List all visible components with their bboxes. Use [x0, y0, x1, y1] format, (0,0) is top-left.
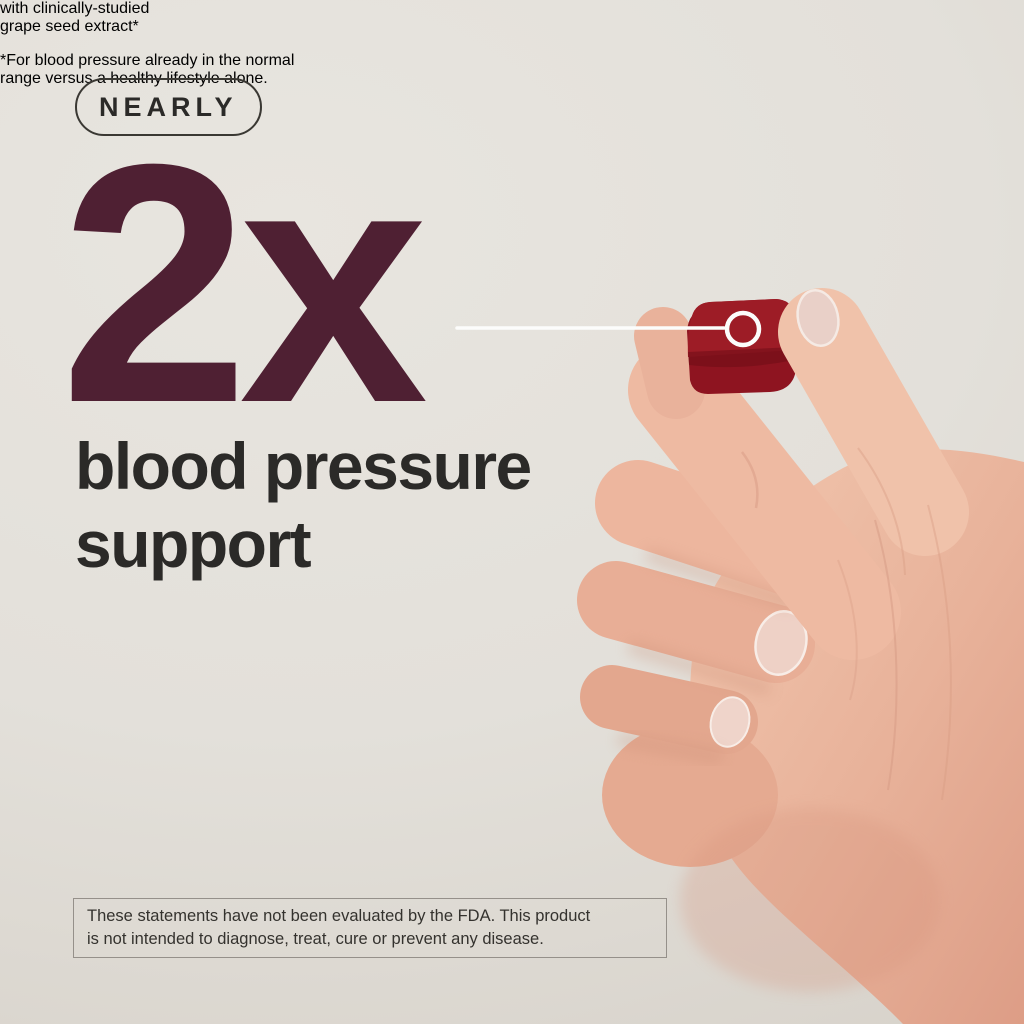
ring-finger	[577, 561, 815, 683]
skin-creases	[837, 447, 952, 801]
gummy-top-face	[687, 299, 795, 357]
gummy-edge-shadow	[688, 347, 795, 368]
headline-line-2: support	[75, 507, 312, 581]
index-fingertip	[634, 307, 705, 419]
supporting-line-1: with clinically-studied	[0, 0, 150, 17]
nearly-badge: NEARLY	[75, 78, 262, 136]
multiplier-headline: 2x	[60, 94, 428, 474]
fda-disclaimer-line-1: These statements have not been evaluated…	[87, 907, 591, 925]
pinky-finger	[580, 665, 758, 754]
callout-circle-marker	[724, 310, 762, 348]
finger-shadow	[627, 641, 771, 695]
thumb	[778, 288, 969, 556]
headline-line-1: blood pressure	[75, 429, 532, 503]
footnote-line-1: *For blood pressure already in the norma…	[0, 52, 295, 69]
pinky-fingernail	[709, 696, 751, 748]
knuckle-crease	[741, 451, 759, 509]
ring-fingernail	[754, 610, 808, 676]
thumbnail	[796, 289, 840, 347]
fda-disclaimer-box: These statements have not been evaluated…	[73, 898, 667, 958]
index-finger	[628, 342, 901, 660]
headline: blood pressure support	[75, 427, 532, 583]
palm-heel-shade	[680, 808, 940, 992]
hand-fingers	[577, 307, 901, 763]
finger-shadow	[617, 733, 723, 763]
fda-disclaimer-line-2: is not intended to diagnose, treat, cure…	[87, 930, 544, 948]
finger-shadow	[645, 549, 795, 609]
supporting-line-2: grape seed extract*	[0, 18, 139, 35]
hand-photo	[577, 288, 1024, 1024]
nearly-badge-label: NEARLY	[99, 92, 238, 122]
